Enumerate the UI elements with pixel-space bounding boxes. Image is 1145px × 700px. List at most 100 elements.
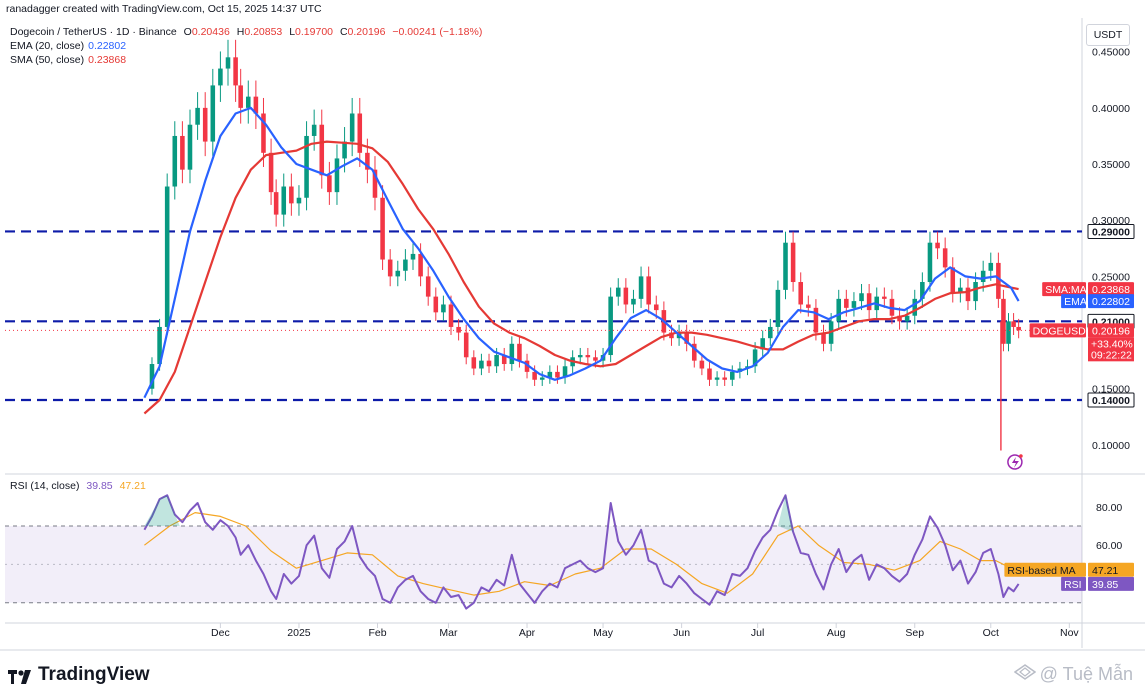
candle-body <box>965 287 971 302</box>
low-value: 0.19700 <box>295 26 334 38</box>
candle-body <box>261 113 266 153</box>
candle-body <box>631 298 636 305</box>
watermark-diamond-icon <box>1013 664 1036 685</box>
open-value: 0.20436 <box>191 26 230 38</box>
series-name-tag <box>1029 323 1086 338</box>
symbol-title[interactable]: Dogecoin / TetherUS · 1D · Binance <box>10 26 177 38</box>
candle-body <box>585 355 591 358</box>
sma-label: SMA (50, close) <box>10 54 85 66</box>
time-axis-label: Jun <box>673 627 690 639</box>
series-value-tag <box>1088 294 1134 309</box>
sma-line <box>143 140 1019 415</box>
candle-body <box>202 107 208 142</box>
bar-countdown: 09:22:22 <box>1091 349 1132 361</box>
price-change-percent: +33.40% <box>1091 338 1133 350</box>
attribution-text: ranadagger created with TradingView.com,… <box>6 3 322 15</box>
candle-body <box>973 282 978 302</box>
candle-body <box>623 287 629 305</box>
price-axis-tick-label: 0.25000 <box>1092 271 1130 283</box>
candle-body <box>615 287 621 297</box>
candle-body <box>1001 298 1006 344</box>
rsi-legend[interactable]: RSI (14, close) 39.85 47.21 <box>10 480 146 492</box>
candle-body <box>988 262 994 271</box>
time-axis-label: Apr <box>519 627 536 639</box>
rsi-series-name-tag <box>1004 562 1086 577</box>
candle-body <box>707 368 712 380</box>
chart-canvas[interactable]: 0.100000.150000.200000.250000.300000.350… <box>0 0 1145 660</box>
change-value: −0.00241 (−1.18%) <box>392 26 483 38</box>
candle-body <box>1016 326 1021 331</box>
candle-body <box>349 113 355 142</box>
tradingview-logo[interactable]: TradingView <box>8 664 150 686</box>
candle-body <box>897 315 902 322</box>
candle-body <box>372 169 378 198</box>
series-value-tag-text: 0.22802 <box>1092 296 1130 308</box>
ema-label: EMA (20, close) <box>10 40 85 52</box>
time-axis-label: Nov <box>1060 627 1079 639</box>
time-axis-label: May <box>593 627 614 639</box>
candle-body <box>608 296 613 356</box>
candle-body <box>433 296 439 313</box>
candle-body <box>646 276 651 305</box>
tradingview-brand: TradingView <box>38 664 150 685</box>
time-axis-label: Oct <box>983 627 999 639</box>
series-name-tag <box>1061 294 1086 309</box>
sma-legend-row[interactable]: SMA (50, close) 0.23868 <box>10 53 486 67</box>
price-axis-tick-label: 0.35000 <box>1092 159 1130 171</box>
sma-value: 0.23868 <box>88 54 127 66</box>
series-value-tag <box>1088 323 1134 338</box>
event-lightning-icon <box>1007 454 1023 470</box>
candle-body <box>187 124 193 170</box>
candle-body <box>253 96 259 114</box>
tradingview-logo-icon <box>8 668 32 684</box>
price-axis-tick-label: 0.40000 <box>1092 103 1130 115</box>
series-value-tag-text: 0.20196 <box>1092 325 1130 337</box>
candle-body <box>730 371 735 380</box>
candle-body <box>684 332 689 344</box>
candle-body <box>882 296 887 299</box>
candle-body <box>195 107 200 125</box>
candle-body <box>798 282 803 305</box>
series-name-tag-text: EMA <box>1064 296 1087 308</box>
candle-body <box>821 332 826 344</box>
candle-body <box>927 242 933 283</box>
rsi-line <box>143 494 1020 610</box>
candle-body <box>471 357 477 369</box>
current-price-extra-tag <box>1088 337 1134 362</box>
candle-body <box>920 282 925 299</box>
candle-body <box>653 304 659 311</box>
candle-body <box>268 152 274 193</box>
rsi-ma-legend-value: 47.21 <box>119 480 146 492</box>
attribution-header: ranadagger created with TradingView.com,… <box>0 0 1145 18</box>
candle-body <box>289 186 294 204</box>
price-axis-tick-label: 0.10000 <box>1092 440 1130 452</box>
series-name-tag <box>1042 282 1086 297</box>
candle-body <box>418 253 423 277</box>
candle-body <box>456 326 461 333</box>
candle-body <box>562 366 568 378</box>
candle-body <box>494 355 499 367</box>
rsi-series-value-tag-text: 39.85 <box>1092 579 1118 591</box>
currency-button[interactable]: USDT <box>1086 24 1130 46</box>
candle-body <box>980 270 986 283</box>
candle-body <box>319 124 325 176</box>
high-label: H <box>236 26 245 38</box>
candle-body <box>851 301 857 308</box>
candle-body <box>225 57 231 69</box>
high-value: 0.20853 <box>244 26 283 38</box>
candle-body <box>441 304 446 313</box>
series-name-tag-text: DOGEUSDT <box>1033 325 1093 337</box>
series-name-tag-text: SMA:MA <box>1045 284 1086 296</box>
candle-body <box>547 371 553 378</box>
watermark-text: @ Tuệ Mẫn <box>1039 664 1133 684</box>
rsi-overbought-fill <box>777 495 794 532</box>
candle-body <box>180 135 185 170</box>
candle-body <box>813 307 819 333</box>
candle-body <box>577 355 583 358</box>
candle-body <box>218 68 223 86</box>
candle-body <box>245 96 251 108</box>
candle-body <box>1011 321 1016 327</box>
candle-body <box>912 298 918 316</box>
ema-legend-row[interactable]: EMA (20, close) 0.22802 <box>10 39 486 53</box>
candle-body <box>760 338 765 350</box>
